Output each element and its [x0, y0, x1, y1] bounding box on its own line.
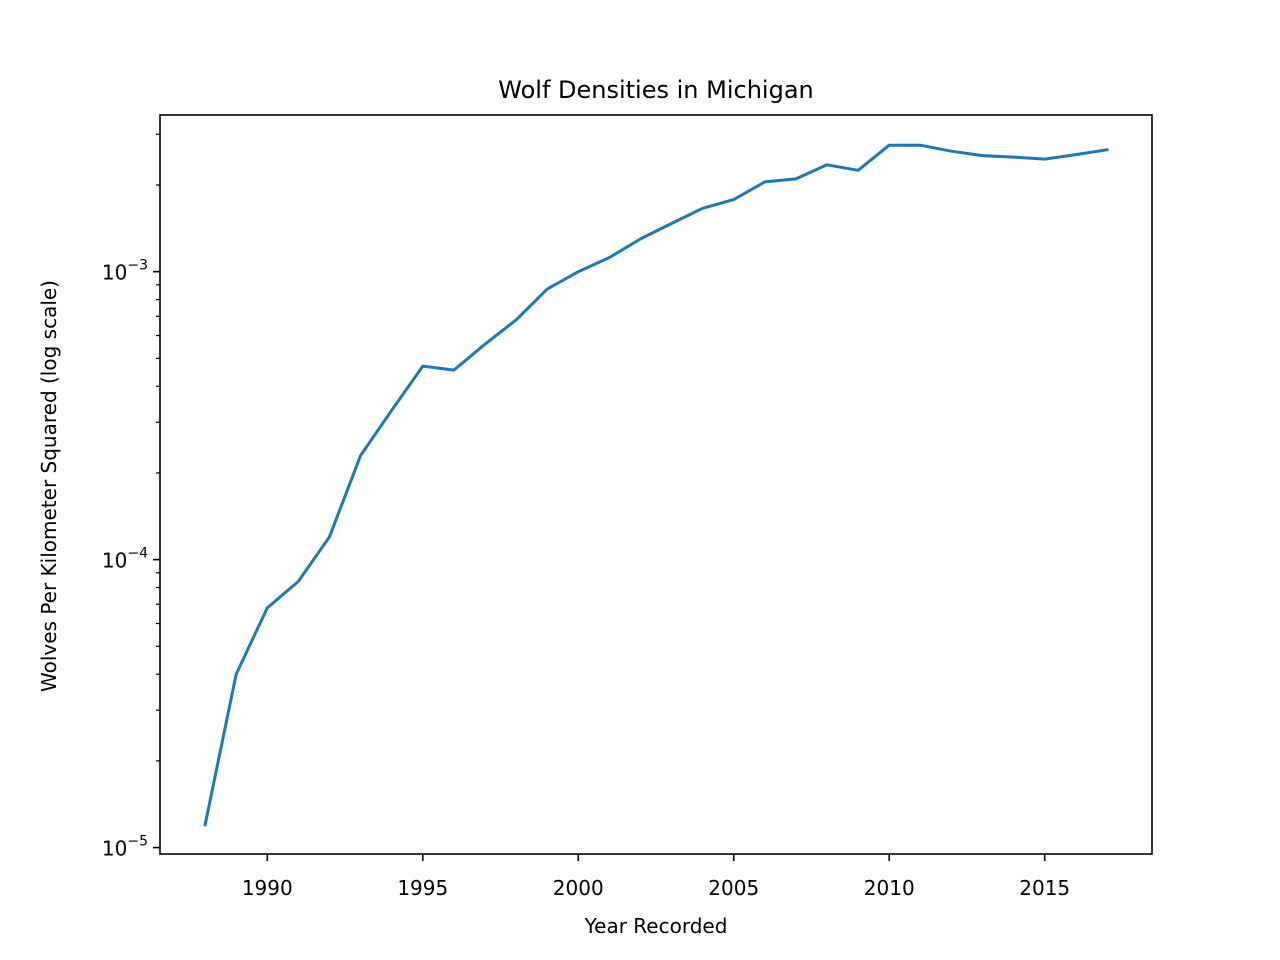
plot-area: 1990 1995 2000 2005 2010 2015 10−5 10−4 10−3 [102, 114, 1153, 900]
x-tick-label: 1995 [397, 876, 448, 900]
axes-frame [159, 114, 1153, 855]
x-tick-label: 2010 [864, 876, 915, 900]
y-tick-label: 10−3 [102, 258, 148, 285]
y-tick-label: 10−4 [102, 546, 148, 573]
x-tick-label: 2000 [553, 876, 604, 900]
chart-title: Wolf Densities in Michigan [498, 76, 813, 104]
series-line-0 [203, 143, 1109, 827]
x-tick-label: 2005 [708, 876, 759, 900]
y-axis-label: Wolves Per Kilometer Squared (log scale) [37, 280, 61, 692]
y-tick-label: 10−5 [102, 834, 148, 861]
x-axis-label: Year Recorded [584, 914, 728, 938]
x-tick-label: 2015 [1019, 876, 1070, 900]
x-tick-label: 1990 [242, 876, 293, 900]
